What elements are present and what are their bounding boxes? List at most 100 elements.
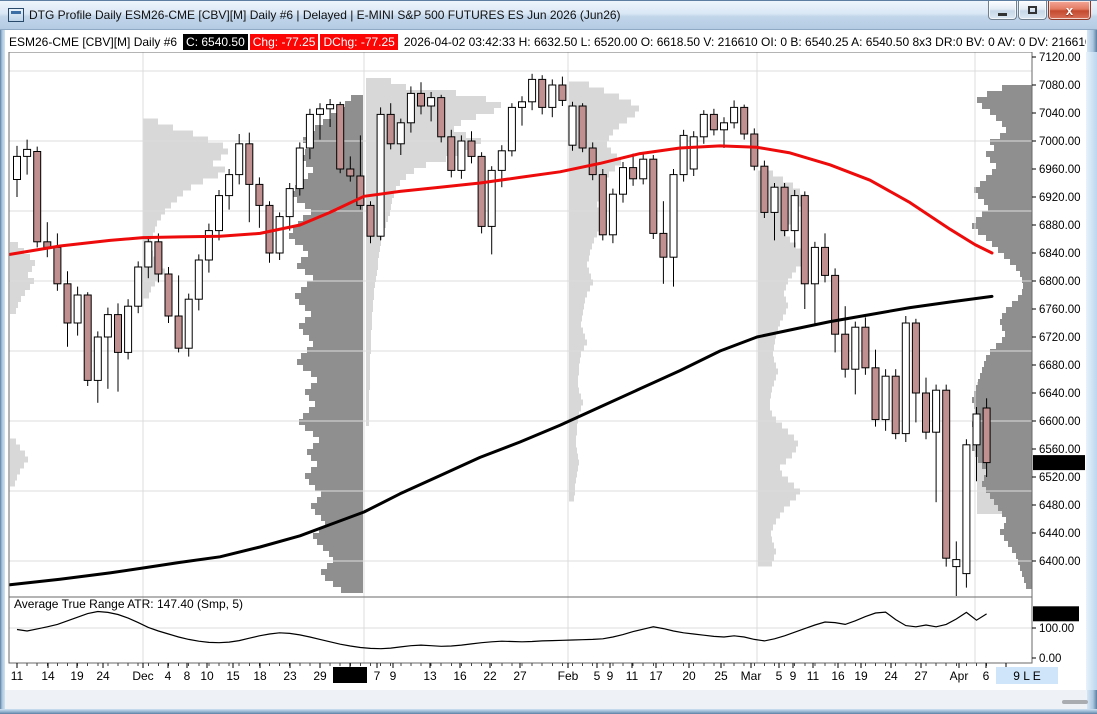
date-axis[interactable]: 11 14 19 24 Dec 4 8 10 15 18 23 29 2026 7 9 13 16 22 27 Feb…: [11, 663, 1010, 683]
date-axis-label: 5: [776, 669, 783, 683]
date-axis-label: 7: [374, 669, 381, 683]
date-axis-label: 15: [226, 669, 240, 683]
price-axis-label: 7000.00: [1039, 136, 1081, 148]
close-button[interactable]: x: [1048, 1, 1091, 20]
date-axis-label: 29: [313, 669, 327, 683]
date-axis-label: 16: [453, 669, 467, 683]
minimize-icon: [998, 12, 1007, 16]
price-axis-label: 6720.00: [1039, 332, 1081, 344]
atr-line: [16, 610, 987, 650]
svg-text:147.40: 147.40: [1037, 609, 1072, 621]
price-axis-label: 6520.00: [1039, 472, 1081, 484]
date-axis-label: 9: [790, 669, 797, 683]
price-axis-label: 7120.00: [1039, 52, 1081, 64]
current-year-highlight: [333, 667, 367, 683]
price-axis[interactable]: 7120.00 7080.00 7040.00 7000.00 6960.00 6920.…: [1032, 52, 1081, 568]
date-axis-label: 24: [884, 669, 898, 683]
price-axis-label: 6920.00: [1039, 192, 1081, 204]
date-axis-label: 27: [513, 669, 527, 683]
date-axis-label: 25: [714, 669, 728, 683]
date-axis-label: 24: [96, 669, 110, 683]
price-axis-label: 6440.00: [1039, 528, 1081, 540]
date-axis-label: 27: [914, 669, 928, 683]
volume-profiles: [10, 78, 1032, 593]
price-axis-label: 7080.00: [1039, 80, 1081, 92]
volume-profile: [289, 94, 363, 593]
quote-info-label: 2026-04-02 03:42:33 H: 6632.50 L: 6520.0…: [403, 34, 1086, 49]
window-title: DTG Profile Daily ESM26-CME [CBV][M] Dai…: [29, 8, 621, 22]
last-price-badge: 6540.50: [1033, 455, 1085, 471]
price-axis-label: 6840.00: [1039, 248, 1081, 260]
restore-icon: [1028, 6, 1037, 14]
atr-value-badge: [1033, 606, 1079, 622]
price-axis-label: 6640.00: [1039, 388, 1081, 400]
price-axis-label: 6880.00: [1039, 220, 1081, 232]
change-badge: Chg: -77.25: [249, 33, 319, 50]
price-axis-label: 6680.00: [1039, 360, 1081, 372]
date-axis-label: 20: [682, 669, 696, 683]
date-axis-label: 9: [607, 669, 614, 683]
date-axis-label: 22: [483, 669, 497, 683]
resize-grip[interactable]: [1062, 700, 1088, 704]
date-axis-label: 16: [831, 669, 845, 683]
date-axis-label: 23: [283, 669, 297, 683]
restore-button[interactable]: [1018, 1, 1047, 20]
price-axis-label: 6560.00: [1039, 444, 1081, 456]
symbol-period-label: ESM26-CME [CBV][M] Daily #6: [9, 34, 178, 49]
date-axis-label: 5: [594, 669, 601, 683]
price-axis-label: 6400.00: [1039, 556, 1081, 568]
svg-text:9 L E: 9 L E: [1013, 669, 1041, 683]
daily-change-badge: DChg: -77.25: [320, 33, 398, 50]
date-axis-label: 17: [649, 669, 663, 683]
svg-text:6540.50: 6540.50: [1037, 458, 1079, 470]
volume-profile: [366, 78, 501, 426]
date-axis-label: 19: [854, 669, 868, 683]
candles: [13, 73, 991, 596]
volume-profile: [972, 85, 1032, 589]
date-axis-label: 9: [390, 669, 397, 683]
window-border-bottom: [0, 709, 1097, 714]
date-axis-label: 11: [807, 669, 820, 683]
date-axis-label: 13: [423, 669, 437, 683]
atr-axis-label: 0.00: [1039, 653, 1061, 665]
date-axis-label: Apr: [950, 669, 969, 683]
fast-moving-average-line: [8, 144, 994, 256]
price-axis-label: 6960.00: [1039, 164, 1081, 176]
price-axis-label: 7040.00: [1039, 108, 1081, 120]
price-axis-label: 6800.00: [1039, 276, 1081, 288]
slow-moving-average-line: [8, 294, 994, 587]
date-axis-label: 6: [983, 669, 990, 683]
window-border-left: [0, 30, 5, 714]
date-axis-label: 8: [184, 669, 191, 683]
session-label: 9 L E: [996, 667, 1058, 684]
app-icon: [8, 8, 24, 22]
minimize-button[interactable]: [988, 1, 1017, 20]
date-axis-label: Mar: [741, 669, 762, 683]
title-bar[interactable]: DTG Profile Daily ESM26-CME [CBV][M] Dai…: [0, 0, 1097, 30]
volume-profile: [758, 170, 806, 567]
date-axis-label: Feb: [558, 669, 579, 683]
date-axis-label: Dec: [132, 669, 153, 683]
close-value-badge: C: 6540.50: [183, 33, 248, 50]
price-axis-label: 6760.00: [1039, 304, 1081, 316]
atr-panel: Average True Range ATR: 147.40 (Smp, 5) 1…: [14, 597, 1079, 665]
date-axis-label: 11: [11, 669, 24, 683]
vertical-scrollbar[interactable]: [1086, 52, 1097, 690]
volume-profile: [10, 438, 28, 487]
status-bar: ESM26-CME [CBV][M] Daily #6 C: 6540.50 C…: [5, 31, 1086, 52]
date-axis-label: 18: [253, 669, 267, 683]
price-axis-label: 6480.00: [1039, 500, 1081, 512]
date-axis-label: 14: [41, 669, 55, 683]
date-axis-label: 4: [165, 669, 172, 683]
atr-label: Average True Range ATR: 147.40 (Smp, 5): [14, 597, 243, 611]
date-axis-label: 10: [200, 669, 214, 683]
close-icon: x: [1065, 2, 1074, 18]
horizontal-scroll-area[interactable]: [5, 690, 1088, 709]
date-axis-label: 11: [626, 669, 639, 683]
date-axis-label: 2026: [337, 669, 364, 683]
date-axis-label: 19: [70, 669, 84, 683]
price-axis-label: 6600.00: [1039, 416, 1081, 428]
atr-axis-label: 100.00: [1039, 623, 1074, 635]
